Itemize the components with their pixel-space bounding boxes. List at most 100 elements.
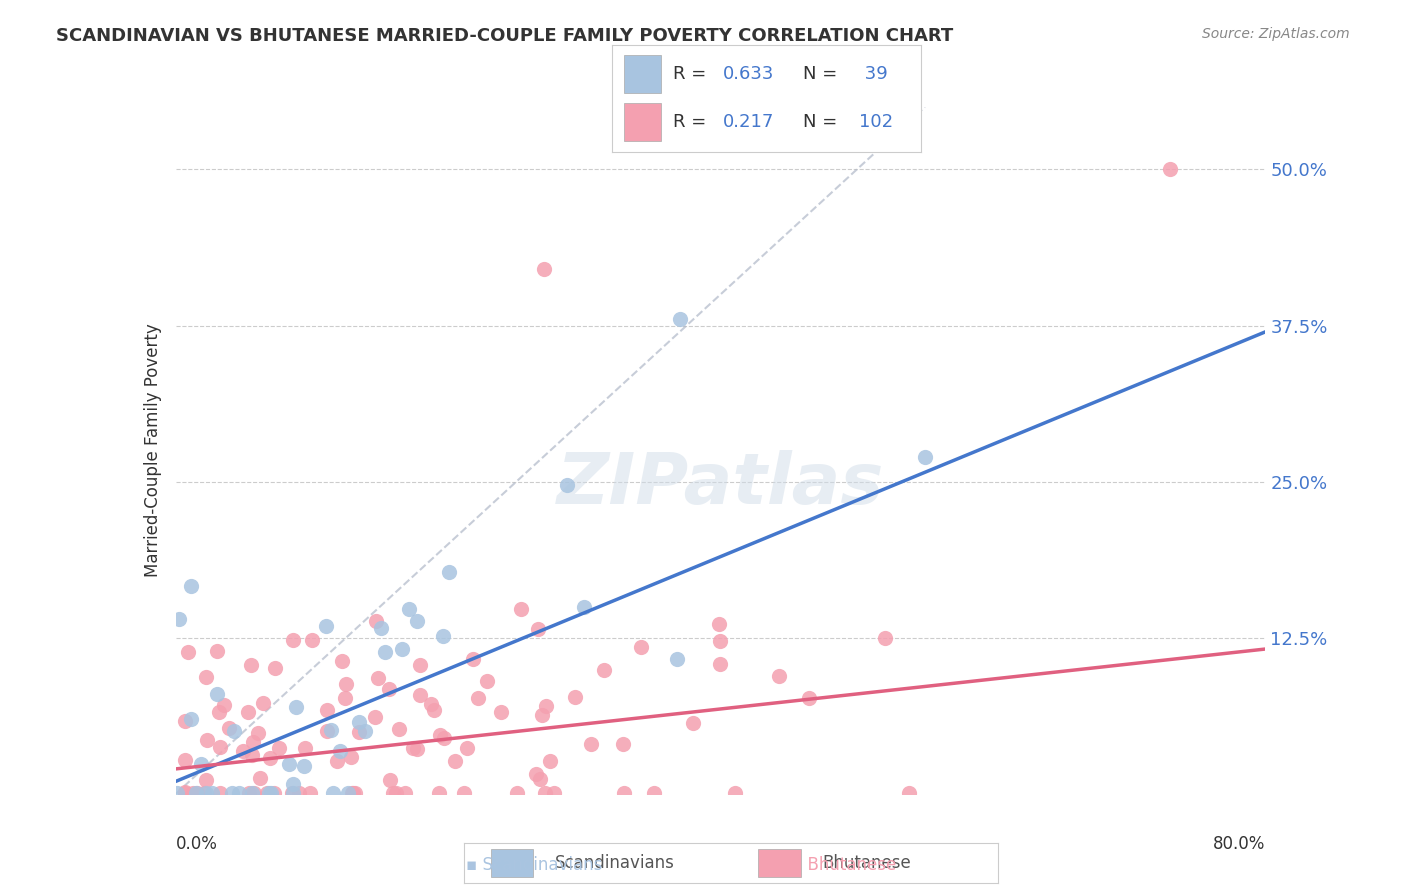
Point xyxy=(378,681,401,696)
Point xyxy=(432,731,454,745)
Point xyxy=(173,753,195,767)
FancyBboxPatch shape xyxy=(624,103,661,141)
Point xyxy=(281,786,304,800)
Point xyxy=(180,712,202,726)
Point xyxy=(370,621,392,635)
Point xyxy=(336,786,359,800)
Point xyxy=(260,786,283,800)
Point xyxy=(329,744,352,758)
Point xyxy=(456,740,478,755)
Point xyxy=(612,737,634,751)
Point xyxy=(294,740,316,755)
Point xyxy=(195,772,218,787)
Point xyxy=(534,699,557,714)
Point xyxy=(240,747,263,762)
Point xyxy=(572,600,595,615)
Point xyxy=(409,688,432,702)
Point xyxy=(406,615,429,629)
Point xyxy=(325,754,347,768)
Point xyxy=(510,602,533,616)
Point xyxy=(195,786,218,800)
Point xyxy=(269,741,291,756)
Point xyxy=(367,672,389,686)
Point xyxy=(283,777,305,791)
Point xyxy=(709,633,731,648)
Point xyxy=(221,786,243,800)
Point xyxy=(349,724,371,739)
Point xyxy=(257,786,280,800)
Point xyxy=(292,758,315,772)
Point xyxy=(724,786,747,800)
Text: R =: R = xyxy=(673,64,713,82)
Point xyxy=(898,786,921,800)
Point xyxy=(259,751,281,765)
Point xyxy=(232,744,254,758)
Point xyxy=(197,732,219,747)
Point xyxy=(193,786,215,800)
Point xyxy=(228,786,250,800)
Y-axis label: Married-Couple Family Poverty: Married-Couple Family Poverty xyxy=(143,324,162,577)
Point xyxy=(643,786,665,800)
Point xyxy=(180,579,202,593)
Point xyxy=(252,696,274,710)
Point xyxy=(281,632,304,647)
Point xyxy=(301,632,323,647)
Point xyxy=(388,722,411,736)
Text: R =: R = xyxy=(673,112,713,130)
Point xyxy=(212,698,235,713)
Point xyxy=(281,786,304,800)
Point xyxy=(402,740,425,755)
Point xyxy=(208,705,231,719)
Point xyxy=(384,786,406,800)
Text: ▪ Scandinavians: ▪ Scandinavians xyxy=(467,856,602,874)
Point xyxy=(391,641,413,656)
Point xyxy=(209,786,232,800)
Point xyxy=(555,477,578,491)
Point xyxy=(342,786,364,800)
Point xyxy=(167,613,190,627)
Bar xyxy=(491,849,533,877)
Point xyxy=(201,786,224,800)
Point xyxy=(526,622,548,636)
Point xyxy=(406,742,429,756)
Point xyxy=(224,724,246,739)
Point xyxy=(181,786,204,800)
Point xyxy=(166,786,188,800)
Point xyxy=(173,786,195,800)
Point xyxy=(263,661,285,675)
Point xyxy=(489,705,512,719)
Point xyxy=(186,786,208,800)
Text: 102: 102 xyxy=(859,112,893,130)
Point xyxy=(914,450,936,464)
Point xyxy=(707,616,730,631)
Point xyxy=(288,786,311,800)
Point xyxy=(427,786,450,800)
Text: 80.0%: 80.0% xyxy=(1213,835,1265,853)
Point xyxy=(207,687,229,701)
Point xyxy=(184,786,207,800)
Point xyxy=(285,700,308,714)
Point xyxy=(543,786,565,800)
Point xyxy=(475,674,498,689)
Point xyxy=(593,663,616,677)
Point xyxy=(564,690,586,704)
Point xyxy=(709,657,731,671)
Point xyxy=(668,312,690,326)
Point xyxy=(177,645,200,659)
Point xyxy=(579,737,602,751)
Point xyxy=(443,754,465,768)
Point xyxy=(630,640,652,655)
Point xyxy=(342,786,364,800)
Text: Scandinavians: Scandinavians xyxy=(555,854,675,872)
Point xyxy=(242,735,264,749)
Point xyxy=(530,708,553,723)
Point xyxy=(299,786,322,800)
Point xyxy=(768,669,790,683)
Point xyxy=(432,629,454,643)
Point xyxy=(242,786,264,800)
Point xyxy=(333,691,356,706)
FancyBboxPatch shape xyxy=(624,55,661,93)
Point xyxy=(322,786,344,800)
Text: 0.217: 0.217 xyxy=(723,112,775,130)
Point xyxy=(1159,162,1181,177)
